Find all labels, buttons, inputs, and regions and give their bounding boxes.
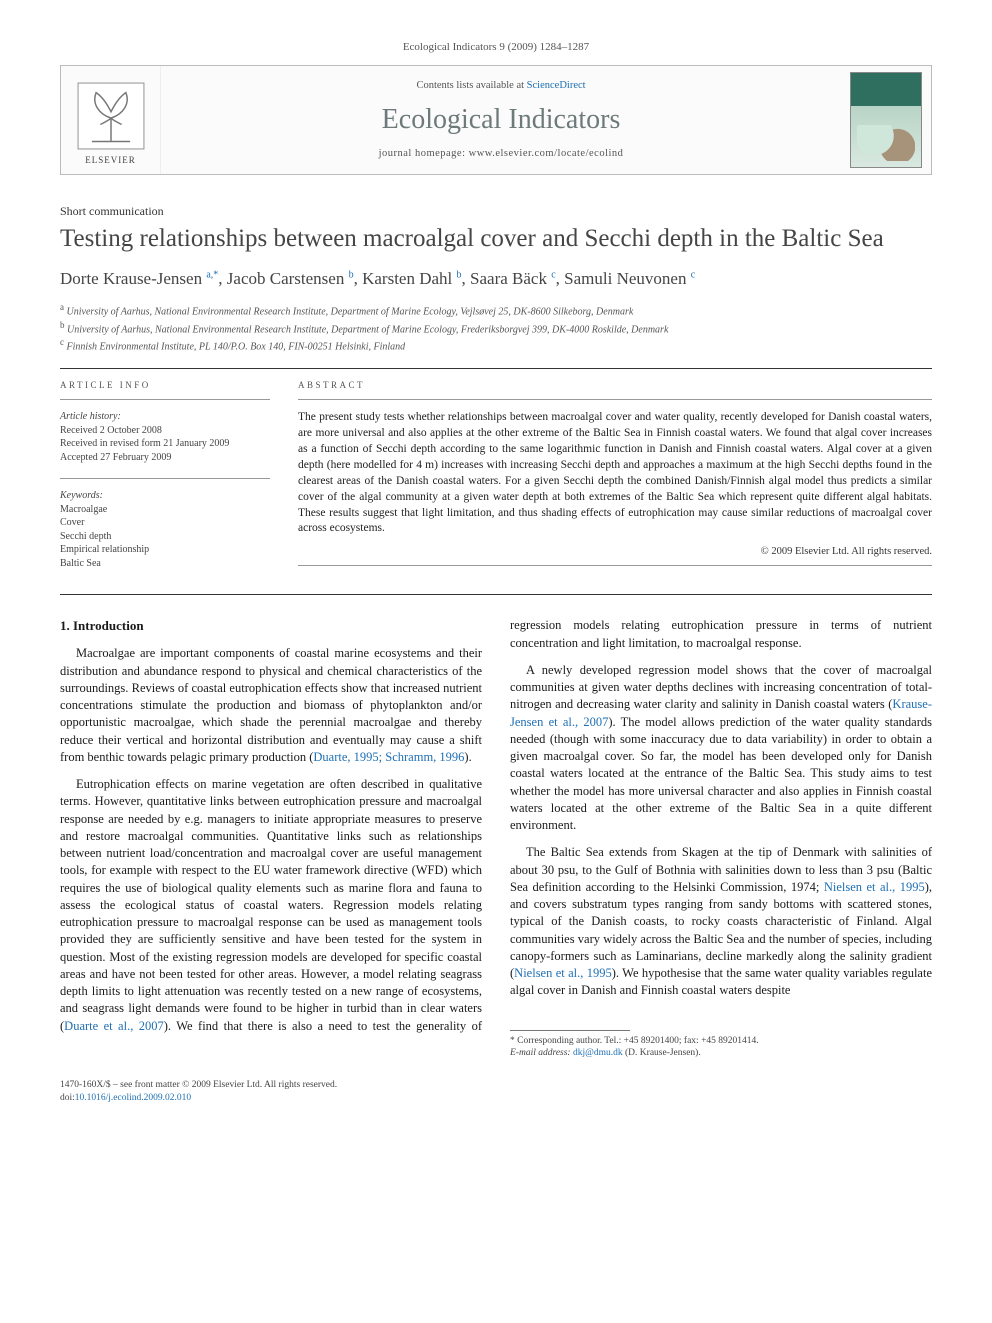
horizontal-rule (60, 368, 932, 369)
corresponding-author: * Corresponding author. Tel.: +45 892014… (510, 1035, 932, 1047)
journal-cover-box (841, 66, 931, 174)
keyword: Secchi depth (60, 530, 270, 544)
author-list: Dorte Krause-Jensen a,*, Jacob Carstense… (60, 268, 932, 291)
publisher-name: ELSEVIER (85, 154, 136, 166)
article-title: Testing relationships between macroalgal… (60, 225, 932, 254)
horizontal-rule (60, 594, 932, 595)
doi-link[interactable]: 10.1016/j.ecolind.2009.02.010 (75, 1093, 191, 1103)
ref-link[interactable]: Duarte et al., 2007 (64, 1019, 164, 1033)
affiliation-line: b University of Aarhus, National Environ… (60, 319, 932, 337)
article-info-box: ARTICLE INFO Article history: Received 2… (60, 379, 270, 584)
abstract-heading: ABSTRACT (298, 379, 932, 391)
masthead: ELSEVIER Contents lists available at Sci… (60, 65, 932, 175)
history-received: Received 2 October 2008 (60, 424, 270, 438)
section-heading-introduction: 1. Introduction (60, 617, 482, 635)
footnote-separator (510, 1030, 630, 1031)
sciencedirect-link[interactable]: ScienceDirect (527, 80, 586, 91)
keywords-heading: Keywords: (60, 489, 270, 503)
intro-para-3: A newly developed regression model shows… (510, 662, 932, 835)
history-revised: Received in revised form 21 January 2009 (60, 437, 270, 451)
article-type: Short communication (60, 203, 932, 219)
footnote-block: * Corresponding author. Tel.: +45 892014… (510, 1030, 932, 1060)
affiliations: a University of Aarhus, National Environ… (60, 301, 932, 354)
body-columns: 1. Introduction Macroalgae are important… (60, 617, 932, 1059)
intro-para-4: The Baltic Sea extends from Skagen at th… (510, 844, 932, 999)
affiliation-line: c Finnish Environmental Institute, PL 14… (60, 336, 932, 354)
keywords-list: MacroalgaeCoverSecchi depthEmpirical rel… (60, 503, 270, 571)
corresponding-email-line: E-mail address: dkj@dmu.dk (D. Krause-Je… (510, 1047, 932, 1059)
homepage-url: www.elsevier.com/locate/ecolind (469, 148, 624, 159)
journal-cover-thumb (850, 72, 922, 168)
ref-link[interactable]: Nielsen et al., 1995 (514, 966, 612, 980)
publisher-logo-box: ELSEVIER (61, 66, 161, 174)
keyword: Baltic Sea (60, 557, 270, 571)
history-accepted: Accepted 27 February 2009 (60, 451, 270, 465)
contents-available-line: Contents lists available at ScienceDirec… (169, 79, 833, 93)
ref-link[interactable]: Duarte, 1995; Schramm, 1996 (313, 750, 464, 764)
journal-title: Ecological Indicators (169, 101, 833, 139)
abstract-text: The present study tests whether relation… (298, 410, 932, 537)
article-history-heading: Article history: (60, 410, 270, 424)
abstract-copyright: © 2009 Elsevier Ltd. All rights reserved… (298, 545, 932, 559)
journal-homepage-line: journal homepage: www.elsevier.com/locat… (169, 147, 833, 161)
elsevier-tree-icon (77, 82, 145, 150)
keyword: Cover (60, 516, 270, 530)
footer-copyright: 1470-160X/$ – see front matter © 2009 El… (60, 1079, 337, 1092)
homepage-prefix: journal homepage: (379, 148, 469, 159)
keyword: Empirical relationship (60, 543, 270, 557)
running-head: Ecological Indicators 9 (2009) 1284–1287 (60, 40, 932, 55)
email-link[interactable]: dkj@dmu.dk (573, 1048, 623, 1058)
article-info-heading: ARTICLE INFO (60, 379, 270, 391)
ref-link[interactable]: Nielsen et al., 1995 (824, 880, 925, 894)
affiliation-line: a University of Aarhus, National Environ… (60, 301, 932, 319)
intro-para-1: Macroalgae are important components of c… (60, 645, 482, 766)
abstract-box: ABSTRACT The present study tests whether… (298, 379, 932, 584)
keyword: Macroalgae (60, 503, 270, 517)
footer-doi: doi:10.1016/j.ecolind.2009.02.010 (60, 1092, 337, 1105)
page-footer: 1470-160X/$ – see front matter © 2009 El… (60, 1079, 932, 1105)
contents-prefix: Contents lists available at (416, 80, 526, 91)
